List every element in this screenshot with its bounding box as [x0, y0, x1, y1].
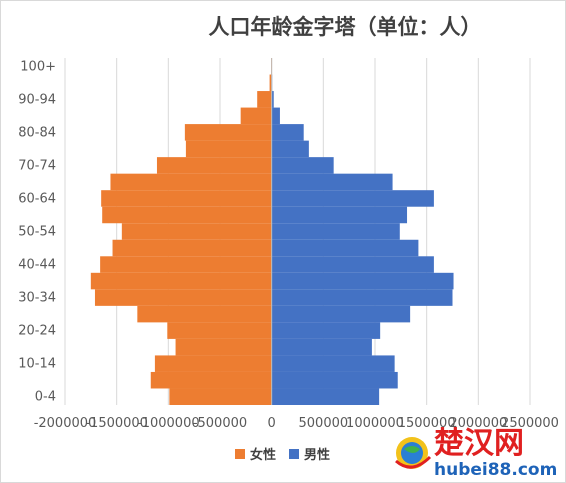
chart-title: 人口年龄金字塔（单位：人）	[209, 14, 482, 39]
bar-male-75-79	[271, 140, 309, 158]
watermark-url: hubei88.com	[434, 460, 557, 479]
y-tick-label: 20-24	[18, 324, 56, 339]
y-tick-label: 80-84	[18, 125, 56, 140]
y-tick-label: 90-94	[18, 92, 56, 107]
bar-female-15-19	[175, 338, 272, 356]
y-tick-label: 40-44	[18, 258, 56, 273]
bar-male-45-49	[271, 239, 419, 257]
watermark-logo: 楚汉网 hubei88.com	[395, 426, 557, 479]
bar-male-25-29	[271, 305, 411, 323]
bar-male-65-69	[271, 173, 393, 191]
bar-female-50-54	[121, 223, 272, 240]
bar-male-15-19	[271, 338, 372, 356]
bar-female-95-99	[269, 74, 272, 92]
bar-female-90-94	[257, 91, 272, 108]
bar-male-20-24	[271, 322, 381, 339]
bar-female-30-34	[94, 289, 272, 306]
bar-female-20-24	[167, 322, 272, 339]
bar-male-30-34	[271, 289, 453, 306]
bar-female-60-64	[101, 190, 272, 207]
x-tick-label: 500000	[299, 416, 349, 431]
bar-male-40-44	[271, 256, 434, 273]
bar-male-55-59	[271, 206, 408, 224]
bar-male-85-89	[271, 107, 280, 125]
x-axis-labels: -2000000-1500000-1000000-500000 0 50000010…	[34, 416, 559, 431]
x-tick-label: 1500000	[398, 416, 456, 431]
bar-male-60-64	[271, 190, 434, 207]
y-tick-label: 70-74	[18, 158, 56, 173]
bar-female-10-14	[154, 355, 272, 372]
y-tick-label: 60-64	[18, 191, 56, 206]
bar-female-85-89	[240, 107, 272, 125]
bar-female-5-9	[150, 371, 272, 389]
bar-female-75-79	[185, 140, 272, 158]
y-tick-label: 0-4	[35, 390, 56, 405]
x-tick-label: -1500000	[85, 416, 148, 431]
bar-female-70-74	[156, 157, 272, 174]
legend-swatch-male	[289, 449, 299, 459]
bar-female-40-44	[100, 256, 272, 273]
bar-female-35-39	[90, 272, 272, 290]
x-tick-label: 1000000	[346, 416, 404, 431]
bar-female-80-84	[184, 124, 272, 141]
bar-male-0-4	[271, 388, 380, 405]
legend: 女性 男性	[235, 447, 330, 463]
bar-male-90-94	[271, 91, 274, 108]
bars	[90, 58, 454, 405]
x-tick-label: -1000000	[137, 416, 200, 431]
bar-male-80-84	[271, 124, 304, 141]
x-tick-label: -2000000	[34, 416, 97, 431]
bar-male-5-9	[271, 371, 398, 389]
bar-female-65-69	[110, 173, 272, 191]
y-tick-label: 50-54	[18, 225, 56, 240]
bar-male-70-74	[271, 157, 334, 174]
bar-male-50-54	[271, 223, 400, 240]
y-tick-label: 30-34	[18, 291, 56, 306]
y-tick-label: 100+	[20, 59, 56, 74]
legend-swatch-female	[235, 449, 245, 459]
y-axis-labels: 0-4 10-14 20-24 30-34 40-44 50-54 60-64 70-74 80…	[18, 59, 56, 404]
bar-female-25-29	[137, 305, 272, 323]
bar-female-45-49	[112, 239, 272, 257]
bar-female-55-59	[102, 206, 272, 224]
x-tick-label: 0	[268, 416, 276, 431]
bar-male-10-14	[271, 355, 395, 372]
legend-label-male: 男性	[304, 447, 330, 463]
globe-icon	[395, 437, 432, 469]
bar-female-0-4	[169, 388, 272, 405]
x-tick-label: 2500000	[501, 416, 559, 431]
watermark-chinese: 楚汉网	[434, 426, 524, 461]
x-tick-label: -500000	[193, 416, 247, 431]
legend-label-female: 女性	[250, 447, 276, 463]
bar-male-35-39	[271, 272, 454, 290]
x-tick-label: 2000000	[449, 416, 507, 431]
y-tick-label: 10-14	[18, 357, 56, 372]
